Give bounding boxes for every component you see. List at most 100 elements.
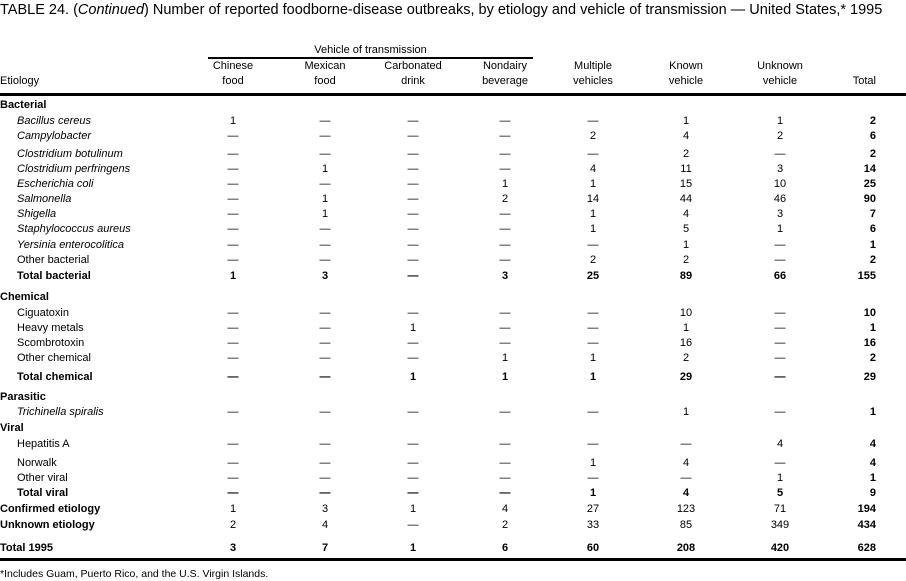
row-label: Heavy metals	[17, 322, 84, 334]
table-row: Other chemical — — — 1 1 2 — 2	[0, 351, 906, 366]
table-cell: 1	[589, 223, 597, 235]
table-cell: —	[319, 307, 331, 319]
table-cell: —	[319, 487, 331, 499]
table-row: Norwalk — — — — 1 4 — 4	[0, 456, 906, 471]
table-cell: —	[407, 223, 419, 235]
row-label: Other viral	[17, 472, 68, 484]
table-cell: —	[227, 472, 239, 484]
table-cell: —	[227, 457, 239, 469]
row-label: Chemical	[0, 291, 49, 303]
table-cell: 66	[773, 270, 787, 282]
table-cell: 46	[773, 193, 787, 205]
table-cell: —	[774, 148, 786, 160]
table-row: Clostridium perfringens — 1 — — 4 11 3 14	[0, 162, 906, 177]
table-cell: 1	[776, 223, 784, 235]
table-cell: 1	[682, 239, 690, 251]
table-title: TABLE 24. (Continued) Number of reported…	[0, 2, 906, 18]
table-cell: —	[319, 254, 331, 266]
table-cell: 1	[869, 322, 876, 334]
group-header-row: Chemical	[0, 290, 906, 305]
vehicle-rule	[208, 57, 533, 59]
table-cell: —	[227, 163, 239, 175]
table-cell: 85	[679, 519, 693, 531]
table-cell: 4	[682, 130, 690, 142]
table-cell: 2	[589, 130, 597, 142]
table-cell: —	[319, 352, 331, 364]
table-cell: —	[407, 239, 419, 251]
table-cell: 90	[863, 193, 876, 205]
table-cell: 1	[409, 542, 417, 554]
table-cell: 10	[773, 178, 787, 190]
table-cell: 2	[589, 254, 597, 266]
table-row: Total chemical — — 1 1 1 29 — 29	[0, 370, 906, 385]
table-cell: 1	[869, 406, 876, 418]
table-cell: —	[587, 322, 599, 334]
table-cell: 3	[229, 542, 237, 554]
table-cell: 60	[586, 542, 600, 554]
row-label: Unknown etiology	[0, 519, 95, 531]
table-cell: —	[407, 406, 419, 418]
row-label: Confirmed etiology	[0, 503, 101, 515]
table-cell: —	[774, 457, 786, 469]
table-cell: —	[227, 208, 239, 220]
column-header-line: drink	[401, 75, 425, 87]
table-row: Ciguatoxin — — — — — 10 — 10	[0, 306, 906, 321]
table-cell: 1	[589, 487, 597, 499]
table-cell: —	[319, 239, 331, 251]
table-cell: 3	[776, 163, 784, 175]
table-row: Heavy metals — — 1 — — 1 — 1	[0, 321, 906, 336]
row-label: Bacterial	[0, 99, 47, 111]
table-cell: 628	[857, 542, 876, 554]
table-cell: —	[407, 438, 419, 450]
row-label: Salmonella	[17, 193, 72, 205]
table-cell: 349	[770, 519, 790, 531]
row-label: Parasitic	[0, 391, 46, 403]
table-cell: —	[774, 337, 786, 349]
table-cell: 2	[229, 519, 237, 531]
table-cell: —	[319, 472, 331, 484]
table-cell: —	[587, 115, 599, 127]
table-cell: 1	[776, 115, 784, 127]
row-label: Yersinia enterocolitica	[17, 239, 125, 251]
table-cell: 3	[321, 270, 329, 282]
table-row: Scombrotoxin — — — — — 16 — 16	[0, 336, 906, 351]
header-rule	[0, 93, 906, 96]
table-cell: 1	[589, 352, 597, 364]
table-cell: —	[227, 254, 239, 266]
table-cell: 4	[869, 438, 876, 450]
column-header-line: vehicle	[762, 75, 798, 87]
table-cell: —	[587, 148, 599, 160]
table-cell: —	[499, 148, 511, 160]
table-cell: 2	[869, 115, 876, 127]
table-cell: 4	[321, 519, 329, 531]
table-cell: —	[774, 254, 786, 266]
table-cell: 1	[501, 178, 509, 190]
table-cell: 25	[863, 178, 876, 190]
table-row: Bacillus cereus 1 — — — — 1 1 2	[0, 114, 906, 129]
row-label: Scombrotoxin	[17, 337, 85, 349]
table-cell: 10	[863, 307, 876, 319]
row-label: Escherichia coli	[17, 178, 94, 190]
table-cell: —	[227, 148, 239, 160]
table-cell: 1	[229, 503, 237, 515]
row-label: Staphylococcus aureus	[17, 223, 131, 235]
row-label: Bacillus cereus	[17, 115, 91, 127]
table-cell: —	[499, 438, 511, 450]
table-cell: 208	[676, 542, 696, 554]
table-cell: 1	[501, 371, 509, 383]
table-cell: —	[499, 472, 511, 484]
group-header-row: Bacterial	[0, 98, 906, 113]
table-cell: 6	[869, 223, 876, 235]
table-cell: —	[407, 270, 419, 282]
table-cell: —	[587, 337, 599, 349]
table-cell: —	[227, 130, 239, 142]
table-cell: —	[407, 337, 419, 349]
table-cell: 89	[679, 270, 693, 282]
table-cell: —	[227, 307, 239, 319]
table-cell: 29	[863, 371, 876, 383]
table-cell: —	[227, 337, 239, 349]
table-cell: 27	[586, 503, 600, 515]
table-cell: —	[680, 472, 692, 484]
table-cell: 2	[869, 352, 876, 364]
table-cell: —	[319, 371, 331, 383]
